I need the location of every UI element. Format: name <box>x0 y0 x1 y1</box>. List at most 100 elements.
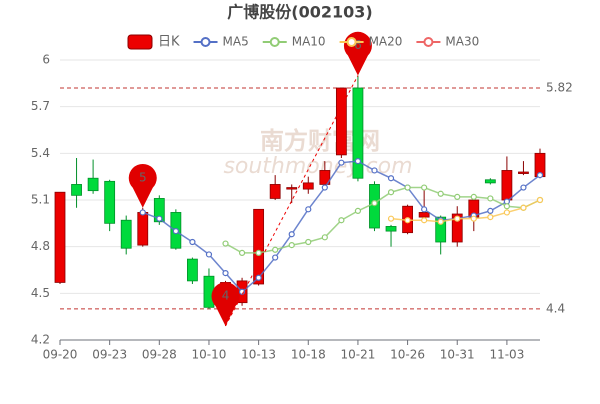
ma-point <box>172 228 179 235</box>
candle-body <box>385 226 397 232</box>
candle-body <box>302 182 314 190</box>
ma-point <box>255 274 262 281</box>
x-tick-label: 10-31 <box>440 348 475 362</box>
legend-label: MA20 <box>369 35 403 49</box>
ma-point <box>387 215 395 222</box>
pin-label: 6 <box>354 38 362 52</box>
ma-point <box>321 234 328 241</box>
legend-label: 日K <box>158 35 180 50</box>
ma-point <box>536 196 544 204</box>
x-tick-label: 11-03 <box>489 348 524 362</box>
x-tick-label: 09-20 <box>43 348 78 362</box>
ma-point <box>454 193 461 200</box>
pin-label: 5 <box>139 170 147 184</box>
candle-body <box>418 212 430 218</box>
ma-point <box>421 206 428 213</box>
ma-point <box>437 190 444 197</box>
y-tick-label: 5.7 <box>31 99 50 113</box>
mark-line-label: 4.4 <box>546 301 565 315</box>
ma-point <box>371 200 378 207</box>
candle-body <box>153 198 165 223</box>
ma-point <box>189 238 196 246</box>
candle-body <box>104 180 116 224</box>
y-tick-label: 4.5 <box>31 286 50 300</box>
candle-body <box>286 187 298 190</box>
legend-icon <box>200 37 211 47</box>
ma-point <box>404 217 411 224</box>
candle-body <box>484 179 496 184</box>
mark-line-label: 5.82 <box>546 81 573 95</box>
ma-point <box>238 249 246 256</box>
candle-body <box>54 191 66 283</box>
candle-body <box>319 170 331 185</box>
ma-point <box>288 242 295 249</box>
ma-point <box>404 184 411 191</box>
ma-point <box>371 167 378 174</box>
ma-point <box>387 175 395 182</box>
candle-body <box>501 170 513 201</box>
ma-point <box>487 214 494 221</box>
ma-point <box>520 184 527 191</box>
x-tick-label: 10-13 <box>241 348 276 362</box>
ma-point <box>156 215 163 222</box>
x-tick-label: 10-21 <box>340 348 375 362</box>
ma-point <box>255 249 262 256</box>
ma-point <box>222 240 229 247</box>
y-tick-label: 6 <box>42 53 50 67</box>
x-tick-label: 10-18 <box>291 348 326 362</box>
candle-body <box>269 184 281 199</box>
y-tick-label: 4.2 <box>31 333 50 347</box>
candle-body <box>253 208 265 285</box>
ma-point <box>354 207 362 214</box>
candle-body <box>335 87 347 156</box>
candle-body <box>87 177 99 192</box>
ma-point <box>470 215 477 222</box>
legend-icon <box>346 37 357 47</box>
ma-point <box>139 209 146 216</box>
y-tick-label: 5.4 <box>31 146 50 160</box>
ma-point <box>205 251 213 258</box>
ma-line <box>390 199 541 223</box>
ma-point <box>437 218 444 225</box>
pin-label: 4 <box>222 289 230 303</box>
candle-body <box>518 171 529 174</box>
legend-label: MA30 <box>445 35 479 49</box>
candle-body <box>137 212 149 246</box>
legend-label: MA5 <box>223 35 249 49</box>
ma-point <box>305 238 312 246</box>
ma-point <box>421 184 428 191</box>
pin <box>128 163 157 208</box>
chart-title: 广博股份(002103) <box>227 3 372 22</box>
candle-body <box>435 216 447 243</box>
x-tick-label: 09-28 <box>142 348 177 362</box>
ma-point <box>387 189 395 196</box>
ma-point <box>487 207 494 214</box>
ma-point <box>503 209 510 216</box>
ma-point <box>536 172 544 179</box>
x-tick-label: 10-10 <box>192 348 227 362</box>
y-tick-label: 5.1 <box>31 193 50 207</box>
ma-point <box>421 217 428 224</box>
ma-point <box>338 159 345 166</box>
legend-icon <box>423 37 434 47</box>
candle-body <box>71 184 82 196</box>
x-tick-label: 10-26 <box>390 348 425 362</box>
candle-body <box>120 219 132 249</box>
watermark: southmoney.com <box>223 154 412 179</box>
ma-point <box>272 254 279 261</box>
candle-body <box>187 258 198 282</box>
ma-point <box>222 270 229 277</box>
legend-icon <box>269 37 280 47</box>
ma-point <box>470 193 477 200</box>
ma-point <box>321 184 328 191</box>
pin <box>211 282 240 326</box>
x-tick-label: 09-23 <box>92 348 127 362</box>
ma-point <box>354 158 362 165</box>
ma-point <box>338 217 345 224</box>
y-tick-label: 4.8 <box>31 239 50 253</box>
ma-point <box>487 195 494 202</box>
ma-point <box>272 246 279 253</box>
ma-point <box>288 231 295 238</box>
